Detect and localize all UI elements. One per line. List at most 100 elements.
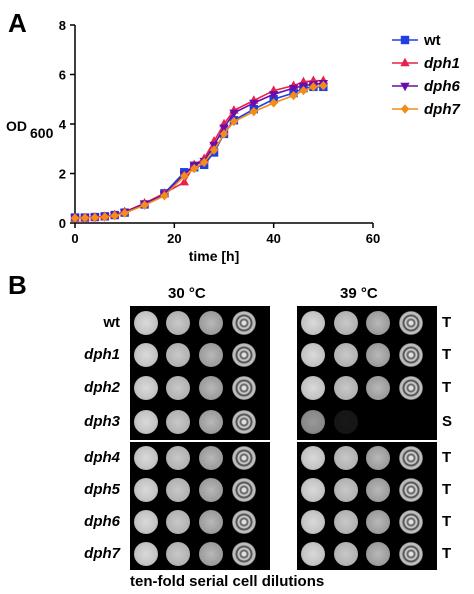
strain-label-dph2: dph2 — [84, 379, 120, 396]
data-point-dph7 — [229, 116, 239, 127]
y-tick-label: 8 — [59, 18, 66, 33]
spot-39c-dph2-0 — [301, 376, 325, 400]
spot-30c-dph1-0 — [134, 343, 158, 367]
x-tick-label: 20 — [167, 231, 181, 246]
spot-39c-dph4-3 — [399, 446, 423, 470]
strain-label-wt: wt — [103, 314, 120, 331]
y-tick-label: 4 — [59, 117, 67, 132]
spot-39c-dph1-1 — [334, 343, 358, 367]
legend-marker-dph7 — [400, 104, 410, 114]
series-line-dph7 — [74, 84, 324, 219]
strain-label-dph4: dph4 — [84, 449, 120, 466]
data-point-dph7 — [219, 129, 229, 139]
spot-39c-wt-0 — [301, 311, 325, 335]
legend-label-dph6: dph6 — [424, 78, 460, 95]
spot-30c-dph4-3 — [232, 446, 256, 470]
data-point-dph7 — [160, 191, 169, 201]
y-tick-label: 2 — [59, 167, 66, 182]
strain-label-dph5: dph5 — [84, 481, 120, 498]
spot-39c-dph1-0 — [301, 343, 325, 367]
y-axis-label: OD — [6, 118, 27, 134]
panel-b-label: B — [8, 270, 27, 300]
spot-30c-dph5-1 — [166, 478, 190, 502]
phenotype-label-dph1: T — [442, 346, 452, 363]
spot-30c-dph1-1 — [166, 343, 190, 367]
spot-30c-dph1-3 — [232, 343, 256, 367]
temperature-label-39: 39 °C — [340, 285, 378, 302]
legend-marker-dph1 — [400, 57, 410, 67]
data-point-dph6 — [229, 109, 239, 119]
legend-marker-dph6 — [400, 82, 410, 92]
x-tick-label: 60 — [366, 231, 380, 246]
legend-label-dph1: dph1 — [424, 55, 460, 72]
spot-39c-dph7-1 — [334, 542, 358, 566]
spot-39c-dph5-0 — [301, 478, 325, 502]
strain-label-dph1: dph1 — [84, 346, 120, 363]
spot-30c-wt-1 — [166, 311, 190, 335]
spot-39c-dph5-1 — [334, 478, 358, 502]
temperature-label-30: 30 °C — [168, 285, 206, 302]
spot-30c-dph5-2 — [199, 478, 223, 502]
spot-30c-dph7-3 — [232, 542, 256, 566]
spot-30c-dph6-2 — [199, 510, 223, 534]
data-point-dph7 — [100, 212, 109, 222]
spot-39c-dph6-1 — [334, 510, 358, 534]
spot-30c-wt-2 — [199, 311, 223, 335]
spot-30c-dph2-0 — [134, 376, 158, 400]
spot-30c-dph3-0 — [134, 410, 158, 434]
strain-label-dph3: dph3 — [84, 413, 120, 430]
legend-label-wt: wt — [423, 32, 441, 49]
data-point-dph7 — [180, 171, 189, 181]
spot-39c-wt-2 — [366, 311, 390, 335]
series-line-dph1 — [74, 79, 324, 219]
data-point-dph7 — [110, 210, 119, 221]
data-point-dph7 — [190, 163, 199, 174]
spot-39c-dph7-3 — [399, 542, 423, 566]
spot-30c-dph2-3 — [232, 376, 256, 400]
spot-30c-wt-0 — [134, 311, 158, 335]
spot-39c-dph5-2 — [366, 478, 390, 502]
spot-30c-dph3-1 — [166, 410, 190, 434]
data-point-dph7 — [269, 98, 278, 108]
data-point-dph7 — [120, 208, 129, 218]
spot-30c-dph7-0 — [134, 542, 158, 566]
spot-39c-dph4-0 — [301, 446, 325, 470]
data-point-dph7 — [319, 80, 328, 91]
spot-39c-dph2-2 — [366, 376, 390, 400]
spot-39c-dph1-3 — [399, 343, 423, 367]
spot-39c-dph4-1 — [334, 446, 358, 470]
phenotype-label-dph4: T — [442, 449, 452, 466]
data-point-dph7 — [309, 82, 318, 92]
spot-30c-dph4-2 — [199, 446, 223, 470]
spot-30c-dph1-2 — [199, 343, 223, 367]
spot-39c-dph6-0 — [301, 510, 325, 534]
spot-39c-dph2-1 — [334, 376, 358, 400]
strain-label-dph7: dph7 — [84, 545, 120, 562]
phenotype-label-dph3: S — [442, 413, 453, 430]
data-point-dph7 — [80, 213, 90, 223]
x-tick-label: 0 — [71, 231, 78, 246]
phenotype-label-dph6: T — [442, 513, 452, 530]
y-axis-label-subscript: 600 — [30, 125, 54, 141]
spot-30c-dph3-2 — [199, 410, 223, 434]
spot-30c-dph6-1 — [166, 510, 190, 534]
y-tick-label: 0 — [59, 216, 66, 231]
data-point-dph7 — [289, 90, 298, 101]
panel-a-label: A — [8, 8, 27, 38]
spot-39c-dph5-3 — [399, 478, 423, 502]
phenotype-label-dph2: T — [442, 379, 452, 396]
y-tick-label: 6 — [59, 68, 66, 83]
spot-39c-dph6-2 — [366, 510, 390, 534]
strain-label-dph6: dph6 — [84, 513, 120, 530]
footer-caption: ten-fold serial cell dilutions — [130, 573, 325, 590]
spot-30c-dph4-0 — [134, 446, 158, 470]
data-point-dph7 — [70, 213, 80, 223]
spot-39c-dph1-2 — [366, 343, 390, 367]
data-point-dph7 — [140, 200, 149, 210]
series-line-wt — [75, 86, 324, 219]
spot-30c-dph5-0 — [134, 478, 158, 502]
phenotype-label-dph5: T — [442, 481, 452, 498]
phenotype-label-dph7: T — [442, 545, 452, 562]
data-point-dph1 — [179, 176, 189, 186]
spot-30c-dph2-2 — [199, 376, 223, 400]
